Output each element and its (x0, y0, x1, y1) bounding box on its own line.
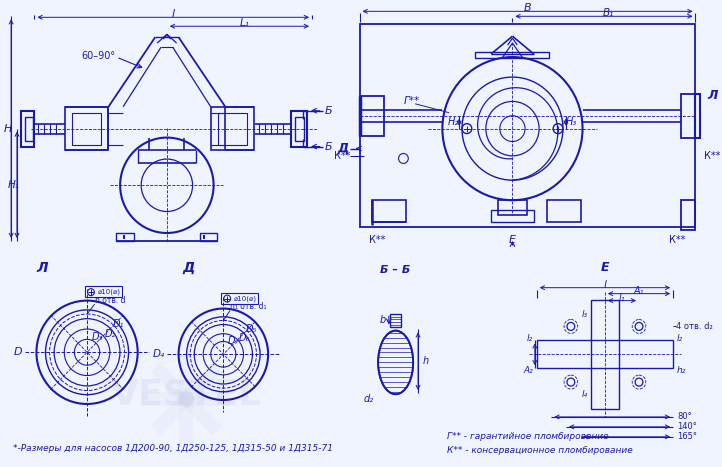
Text: D₅: D₅ (245, 324, 257, 334)
Text: H₃: H₃ (566, 117, 578, 127)
Bar (547, 200, 580, 222)
Text: l: l (604, 280, 606, 290)
Bar (476, 52, 549, 58)
Bar (373, 200, 406, 222)
Text: l: l (172, 9, 175, 19)
Text: A₂: A₂ (523, 366, 533, 375)
Text: 4 отв. d₂: 4 отв. d₂ (676, 322, 713, 331)
Bar (85, 286, 122, 297)
Text: 80°: 80° (677, 412, 692, 421)
Text: n₁ отв. d₁: n₁ отв. d₁ (230, 302, 266, 311)
Bar (200, 233, 217, 241)
Text: h₂: h₂ (677, 366, 687, 375)
Bar (219, 113, 247, 144)
Text: ⌀10(⌀): ⌀10(⌀) (98, 289, 121, 296)
Text: D: D (14, 347, 23, 357)
Text: B₁: B₁ (603, 8, 614, 18)
Bar (222, 293, 258, 304)
Bar (72, 113, 100, 144)
Bar (25, 117, 32, 141)
Text: H₂: H₂ (448, 117, 459, 127)
Bar (491, 210, 534, 222)
Text: l₁: l₁ (618, 293, 625, 303)
Text: ⌀10(⌀): ⌀10(⌀) (234, 295, 257, 302)
Text: H: H (4, 124, 12, 134)
Bar (681, 200, 695, 230)
Text: Г** - гарантийное пломбирование: Г** - гарантийное пломбирование (447, 432, 609, 441)
Bar (498, 200, 527, 215)
Bar (65, 107, 108, 150)
Text: Д: Д (183, 261, 195, 275)
Text: 165°: 165° (677, 432, 697, 441)
Text: l₃: l₃ (581, 310, 588, 319)
Bar (591, 300, 619, 409)
Text: D₇: D₇ (228, 336, 240, 346)
Text: К**: К** (704, 151, 721, 162)
Text: D₁: D₁ (113, 319, 123, 329)
Text: К** - консервационное пломбирование: К** - консервационное пломбирование (447, 446, 633, 455)
Text: Е: Е (601, 262, 609, 274)
Text: Г**: Г** (404, 96, 419, 106)
Bar (295, 117, 304, 141)
Text: Е: Е (509, 235, 516, 245)
Text: L₁: L₁ (239, 18, 249, 28)
Bar (292, 111, 307, 147)
Text: h: h (423, 356, 429, 366)
Text: Д: Д (337, 142, 349, 155)
Text: Б: Б (325, 106, 332, 116)
Text: l₂: l₂ (677, 334, 683, 343)
Text: Б: Б (325, 142, 332, 151)
Text: *-Размеры для насосов 1Д200-90, 1Д250-125, 1Д315-50 и 1Д315-71: *-Размеры для насосов 1Д200-90, 1Д250-12… (13, 444, 333, 453)
Text: A₁: A₁ (634, 286, 644, 296)
Bar (360, 96, 384, 135)
Text: H₁: H₁ (8, 180, 20, 190)
Bar (695, 94, 700, 138)
Text: Л: Л (707, 89, 717, 102)
Text: D₃: D₃ (92, 332, 103, 342)
Text: D₄: D₄ (153, 349, 165, 359)
Text: D₆: D₆ (239, 333, 251, 343)
Text: 60–90°: 60–90° (82, 51, 116, 61)
Text: Б – Б: Б – Б (380, 265, 411, 275)
Bar (681, 94, 695, 138)
Bar (390, 313, 401, 327)
Text: 140°: 140° (677, 422, 697, 432)
Bar (536, 340, 673, 368)
Text: VESTEL: VESTEL (110, 377, 262, 411)
Text: d₂: d₂ (363, 394, 373, 404)
Bar (211, 107, 254, 150)
Text: К**: К** (370, 235, 386, 245)
Text: b: b (380, 316, 386, 325)
Bar (360, 24, 695, 227)
Text: l₂: l₂ (527, 334, 533, 343)
Text: К**: К** (669, 235, 686, 245)
Text: n отв. d: n отв. d (95, 296, 125, 304)
Text: Л: Л (36, 261, 48, 275)
Bar (116, 233, 134, 241)
Text: B: B (523, 3, 531, 14)
Text: К**: К** (334, 151, 351, 162)
Text: D₂: D₂ (105, 329, 116, 339)
Bar (21, 111, 35, 147)
Text: l₄: l₄ (581, 389, 588, 398)
